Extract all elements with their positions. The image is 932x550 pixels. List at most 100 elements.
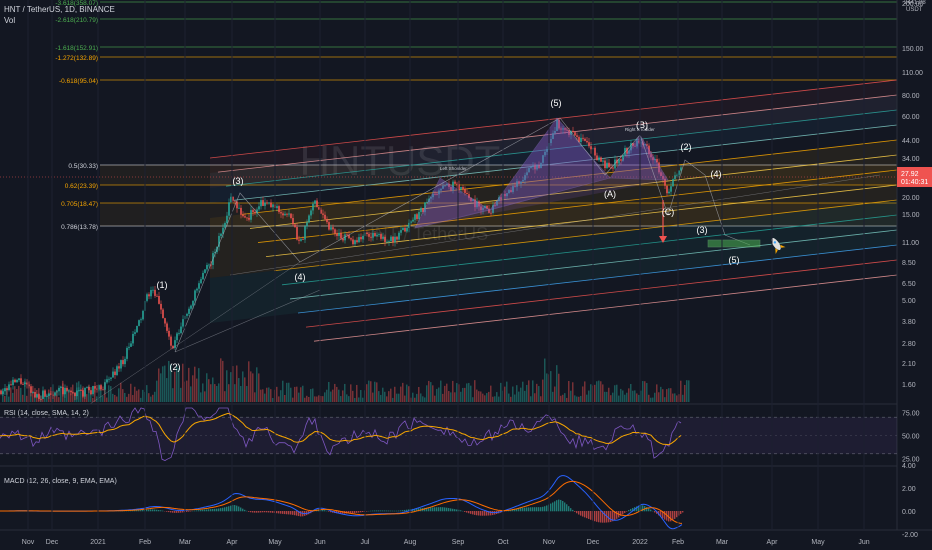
- macd-histogram-bar: [372, 510, 374, 512]
- candle-body: [574, 132, 576, 136]
- volume-bar: [430, 382, 432, 402]
- volume-bar: [472, 397, 474, 402]
- channel-line[interactable]: [313, 274, 897, 342]
- candle-body: [478, 201, 480, 207]
- channel-line[interactable]: [233, 124, 897, 201]
- volume-bar: [292, 397, 294, 402]
- fib-extension-levels[interactable]: -3.618(358.07) -2.618(210.79) -1.618(152.9…: [55, 0, 897, 231]
- time-tick-label: Apr: [767, 539, 779, 546]
- volume-bar: [318, 395, 320, 402]
- volume-bar: [342, 390, 344, 402]
- macd-pane[interactable]: MACD (12, 26, close, 9, EMA, EMA) 4.00 2.0…: [0, 463, 918, 539]
- price-tick-label: 20.00: [902, 195, 920, 202]
- volume-bar: [330, 391, 332, 402]
- volume-bar: [262, 389, 264, 402]
- macd-histogram-bar: [396, 510, 398, 512]
- candle-body: [566, 129, 568, 131]
- volume-bar: [376, 382, 378, 402]
- macd-histogram-bar: [228, 506, 230, 512]
- candle-body: [42, 390, 44, 399]
- volume-bar: [118, 388, 120, 402]
- right-shoulder-triangle[interactable]: [609, 134, 669, 181]
- wave-label: (B): [636, 120, 648, 130]
- candle-body: [342, 238, 344, 241]
- candle-body: [114, 371, 116, 376]
- volume-bar: [602, 384, 604, 402]
- channel-line[interactable]: [273, 199, 897, 272]
- candle-body: [292, 218, 294, 225]
- macd-histogram-bar: [454, 509, 456, 512]
- volume-bar: [322, 396, 324, 402]
- volume-bar: [452, 380, 454, 402]
- volume-bar: [148, 393, 150, 402]
- volume-bar: [200, 392, 202, 402]
- candle-body: [302, 239, 304, 240]
- price-candles: [0, 117, 897, 402]
- macd-histogram-bar: [442, 507, 444, 512]
- candle-body: [192, 300, 194, 306]
- volume-bar: [176, 364, 178, 402]
- candle-body: [452, 181, 454, 191]
- time-tick-label: Apr: [227, 539, 239, 546]
- target-zone[interactable]: [707, 239, 761, 248]
- channel-line[interactable]: [249, 154, 897, 229]
- volume-bar: [580, 395, 582, 402]
- rsi-pane[interactable]: RSI (14, close, SMA, 14, 2) 75.00 50.00 25.…: [0, 407, 920, 463]
- candle-body: [442, 185, 444, 189]
- macd-histogram-bar: [490, 511, 492, 516]
- price-axis[interactable]: 200.00 150.00 110.00 80.00 60.00 44.00 34.00 20…: [897, 0, 932, 389]
- volume-bar: [662, 389, 664, 402]
- channel-line[interactable]: [281, 214, 897, 286]
- macd-histogram-bar: [596, 511, 598, 522]
- macd-histogram-bar: [626, 511, 628, 512]
- candle-body: [444, 185, 446, 187]
- candle-body: [634, 145, 636, 147]
- candle-body: [48, 393, 50, 396]
- macd-histogram-bar: [610, 511, 612, 523]
- macd-histogram-bar: [648, 508, 650, 512]
- candle-body: [6, 388, 8, 391]
- rsi-title: RSI (14, close, SMA, 14, 2): [4, 410, 89, 417]
- volume-bar: [610, 395, 612, 402]
- volume-bar: [358, 397, 360, 402]
- volume-bar: [132, 395, 134, 402]
- volume-bar: [554, 386, 556, 402]
- volume-bar: [136, 390, 138, 402]
- candle-body: [352, 239, 354, 245]
- macd-histogram-bar: [616, 511, 618, 519]
- volume-bar: [482, 393, 484, 402]
- channel-line[interactable]: [297, 244, 897, 314]
- wave-label: (C): [662, 207, 675, 217]
- time-axis[interactable]: Nov Dec 2021 Feb Mar Apr May Jun Jul Aug Sep Oct Nov…: [22, 0, 870, 546]
- channel-line[interactable]: [305, 259, 897, 328]
- candle-body: [612, 167, 614, 169]
- channel-line[interactable]: [225, 109, 897, 187]
- channel-line[interactable]: [241, 139, 897, 215]
- left-shoulder-triangle[interactable]: [414, 177, 491, 229]
- trend-line[interactable]: [89, 261, 301, 405]
- candle-body: [86, 386, 88, 388]
- volume-bar: [28, 380, 30, 402]
- macd-histogram-bar: [150, 509, 152, 512]
- candle-body: [206, 264, 208, 270]
- candle-body: [4, 388, 6, 392]
- channel-line[interactable]: [217, 94, 897, 173]
- candle-body: [640, 142, 642, 144]
- macd-histogram-bar: [430, 507, 432, 512]
- trend-line[interactable]: [174, 289, 321, 353]
- candle-body: [100, 385, 102, 390]
- volume-bar: [236, 365, 238, 402]
- volume-bar: [354, 397, 356, 402]
- volume-bar: [344, 383, 346, 402]
- volume-bar: [478, 391, 480, 402]
- volume-bar: [298, 392, 300, 402]
- channel-line[interactable]: [209, 79, 897, 159]
- volume-bar: [202, 383, 204, 402]
- volume-bar: [614, 385, 616, 402]
- volume-bar: [526, 384, 528, 402]
- volume-bar: [290, 387, 292, 402]
- candle-body: [430, 197, 432, 199]
- macd-histogram-bar: [526, 507, 528, 512]
